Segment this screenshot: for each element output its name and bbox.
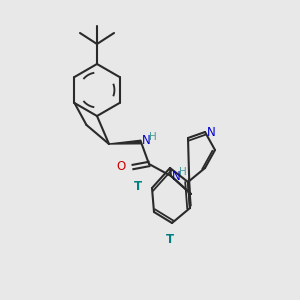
Text: O: O [117, 160, 126, 173]
Text: N: N [172, 169, 181, 182]
Text: N: N [207, 127, 216, 140]
Text: N: N [142, 134, 151, 148]
Text: T: T [134, 181, 142, 194]
Text: T: T [166, 233, 174, 246]
Text: H: H [179, 167, 187, 177]
Text: H: H [149, 132, 157, 142]
Polygon shape [109, 140, 141, 144]
